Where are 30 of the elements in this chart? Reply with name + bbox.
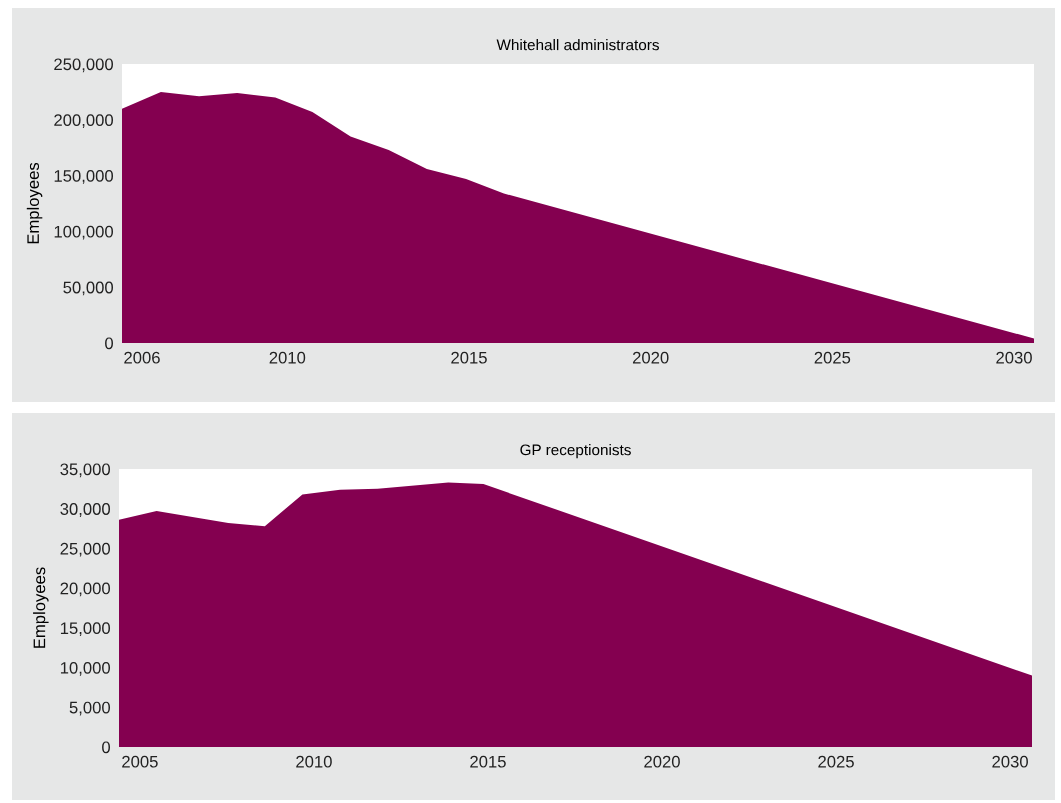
x-tick-label: 2015 — [470, 755, 506, 768]
y-tick-label: 5,000 — [69, 701, 111, 716]
y-tick-label: 200,000 — [54, 114, 114, 128]
y-tick-label: 150,000 — [54, 170, 114, 184]
x-tick-label: 2005 — [122, 755, 158, 768]
x-tick-label: 2020 — [632, 351, 669, 364]
y-tick-label: 20,000 — [60, 582, 111, 597]
x-tick-label: 2025 — [814, 351, 851, 364]
x-tick-label: 2030 — [996, 351, 1032, 364]
y-tick-label: 15,000 — [60, 622, 111, 637]
y-axis-title: Employees — [26, 162, 43, 244]
x-tick-label: 2010 — [269, 351, 306, 364]
y-tick-label: 250,000 — [54, 58, 114, 73]
x-tick-label: 2030 — [992, 755, 1028, 768]
x-tick-label: 2025 — [818, 755, 854, 768]
x-tick-label: 2006 — [124, 351, 160, 364]
y-tick-label: 25,000 — [60, 542, 111, 557]
y-tick-label: 0 — [102, 741, 111, 754]
y-tick-label: 0 — [105, 337, 114, 350]
x-tick-label: 2015 — [451, 351, 487, 364]
x-tick-label: 2020 — [644, 755, 680, 768]
chart-title: Whitehall administrators — [496, 39, 659, 51]
y-tick-label: 35,000 — [60, 463, 111, 478]
chart-title: GP receptionists — [520, 444, 631, 459]
y-tick-label: 50,000 — [63, 281, 114, 296]
y-tick-label: 100,000 — [54, 225, 114, 240]
y-axis-title: Employees — [33, 567, 49, 648]
y-tick-label: 10,000 — [60, 661, 111, 676]
x-tick-label: 2010 — [296, 755, 332, 768]
y-tick-label: 30,000 — [60, 503, 111, 517]
